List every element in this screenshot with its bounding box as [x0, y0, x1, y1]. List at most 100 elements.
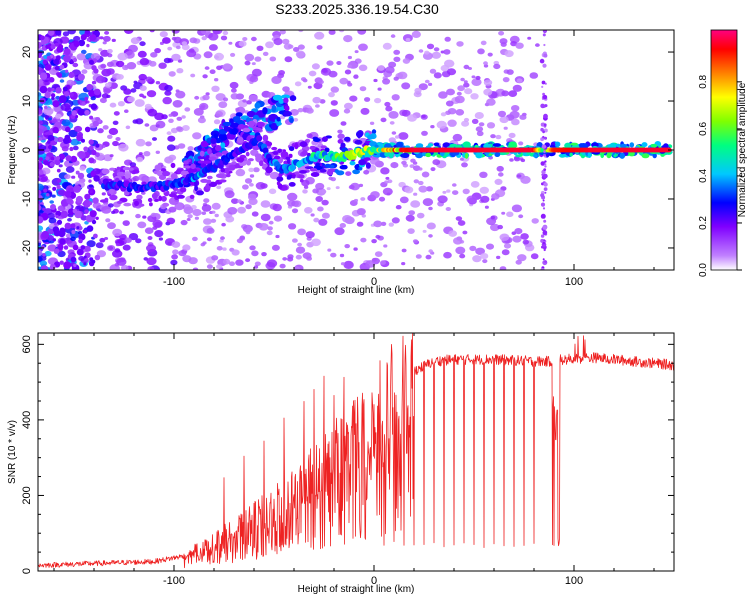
ridge-halo — [236, 157, 245, 162]
noise-speckle — [61, 119, 71, 127]
noise-speckle — [172, 100, 183, 108]
burst-speckle — [544, 104, 548, 108]
burst-speckle — [540, 193, 545, 198]
noise-speckle — [390, 162, 399, 169]
ridge-halo — [220, 167, 226, 173]
ridge-halo — [199, 150, 205, 157]
noise-speckle-strong — [71, 110, 78, 116]
noise-speckle — [244, 60, 251, 66]
noise-speckle — [67, 30, 76, 35]
noise-speckle — [482, 259, 488, 264]
ridge-halo — [197, 155, 206, 160]
ridge-halo — [176, 194, 185, 199]
burst-speckle — [544, 165, 547, 168]
noise-speckle — [424, 79, 430, 84]
branch-blob — [272, 94, 283, 101]
noise-speckle — [293, 47, 300, 52]
noise-speckle — [188, 48, 195, 53]
noise-speckle — [103, 85, 113, 93]
noise-speckle — [453, 237, 463, 245]
noise-speckle — [382, 78, 391, 85]
noise-speckle-strong — [76, 248, 84, 256]
noise-speckle — [321, 199, 329, 206]
ridge-halo — [415, 143, 424, 149]
ridge-halo — [294, 142, 299, 150]
branch-blob — [200, 140, 209, 148]
ridge-halo — [641, 153, 650, 159]
noise-speckle-strong — [54, 222, 58, 226]
noise-speckle-strong — [38, 170, 44, 175]
noise-speckle — [219, 239, 224, 243]
noise-speckle — [360, 237, 367, 243]
noise-speckle — [347, 55, 352, 60]
noise-speckle — [152, 137, 157, 141]
noise-speckle-strong — [90, 103, 98, 110]
noise-speckle — [192, 236, 198, 242]
ridge-halo — [154, 198, 160, 202]
noise-speckle — [514, 228, 523, 235]
snr-series-line — [38, 333, 674, 569]
noise-speckle — [279, 263, 286, 269]
noise-speckle — [391, 131, 397, 135]
noise-speckle — [203, 198, 210, 204]
noise-speckle — [187, 214, 193, 219]
noise-speckle — [357, 208, 366, 216]
noise-speckle — [497, 110, 507, 118]
ridge-halo — [358, 159, 366, 166]
noise-speckle — [109, 154, 114, 158]
noise-speckle-strong — [93, 68, 99, 74]
noise-speckle-strong — [58, 95, 67, 104]
noise-speckle-strong — [54, 58, 60, 65]
noise-speckle-strong — [44, 105, 48, 110]
burst-speckle — [543, 239, 546, 242]
noise-speckle-strong — [86, 83, 93, 91]
noise-speckle — [329, 109, 340, 117]
noise-speckle — [339, 77, 349, 85]
noise-speckle — [77, 231, 83, 235]
x-tick-label: 0 — [371, 276, 377, 288]
noise-speckle — [177, 143, 186, 149]
noise-speckle — [347, 64, 352, 69]
noise-speckle — [260, 213, 271, 222]
noise-speckle — [365, 260, 376, 268]
noise-speckle-strong — [89, 34, 97, 41]
ridge-halo — [569, 152, 573, 157]
ridge-halo — [149, 202, 153, 207]
noise-speckle-strong — [84, 30, 90, 35]
noise-speckle-strong — [57, 243, 64, 250]
noise-speckle — [182, 244, 191, 251]
ridge-halo — [147, 197, 153, 203]
ridge-halo — [109, 167, 116, 171]
noise-speckle — [447, 119, 457, 127]
noise-speckle — [166, 131, 172, 136]
noise-speckle — [413, 165, 421, 172]
noise-speckle — [330, 100, 338, 106]
noise-speckle — [315, 182, 325, 190]
branch-blob — [222, 121, 232, 127]
noise-speckle — [298, 30, 304, 33]
ridge-halo — [196, 190, 204, 196]
noise-speckle — [388, 61, 397, 68]
ridge-halo — [309, 168, 318, 172]
noise-speckle — [401, 82, 411, 90]
noise-speckle — [531, 218, 539, 224]
burst-speckle — [540, 103, 545, 109]
noise-speckle — [349, 95, 358, 102]
noise-speckle — [167, 46, 173, 51]
noise-speckle — [425, 254, 432, 260]
noise-speckle — [150, 52, 158, 58]
noise-speckle — [216, 246, 223, 251]
noise-speckle — [244, 178, 253, 184]
noise-speckle-strong — [83, 146, 89, 152]
noise-speckle — [511, 118, 520, 126]
noise-speckle — [279, 30, 286, 35]
y-tick-label: 0 — [21, 568, 33, 574]
burst-speckle — [544, 160, 547, 163]
ridge-halo — [252, 145, 260, 151]
noise-speckle — [455, 109, 465, 116]
snr-axes: -100 0 100 0 200 400 600 — [21, 333, 674, 587]
noise-speckle — [159, 31, 168, 38]
noise-speckle-strong — [38, 216, 44, 224]
ridge-halo — [168, 193, 177, 198]
ridge-halo — [215, 145, 222, 152]
